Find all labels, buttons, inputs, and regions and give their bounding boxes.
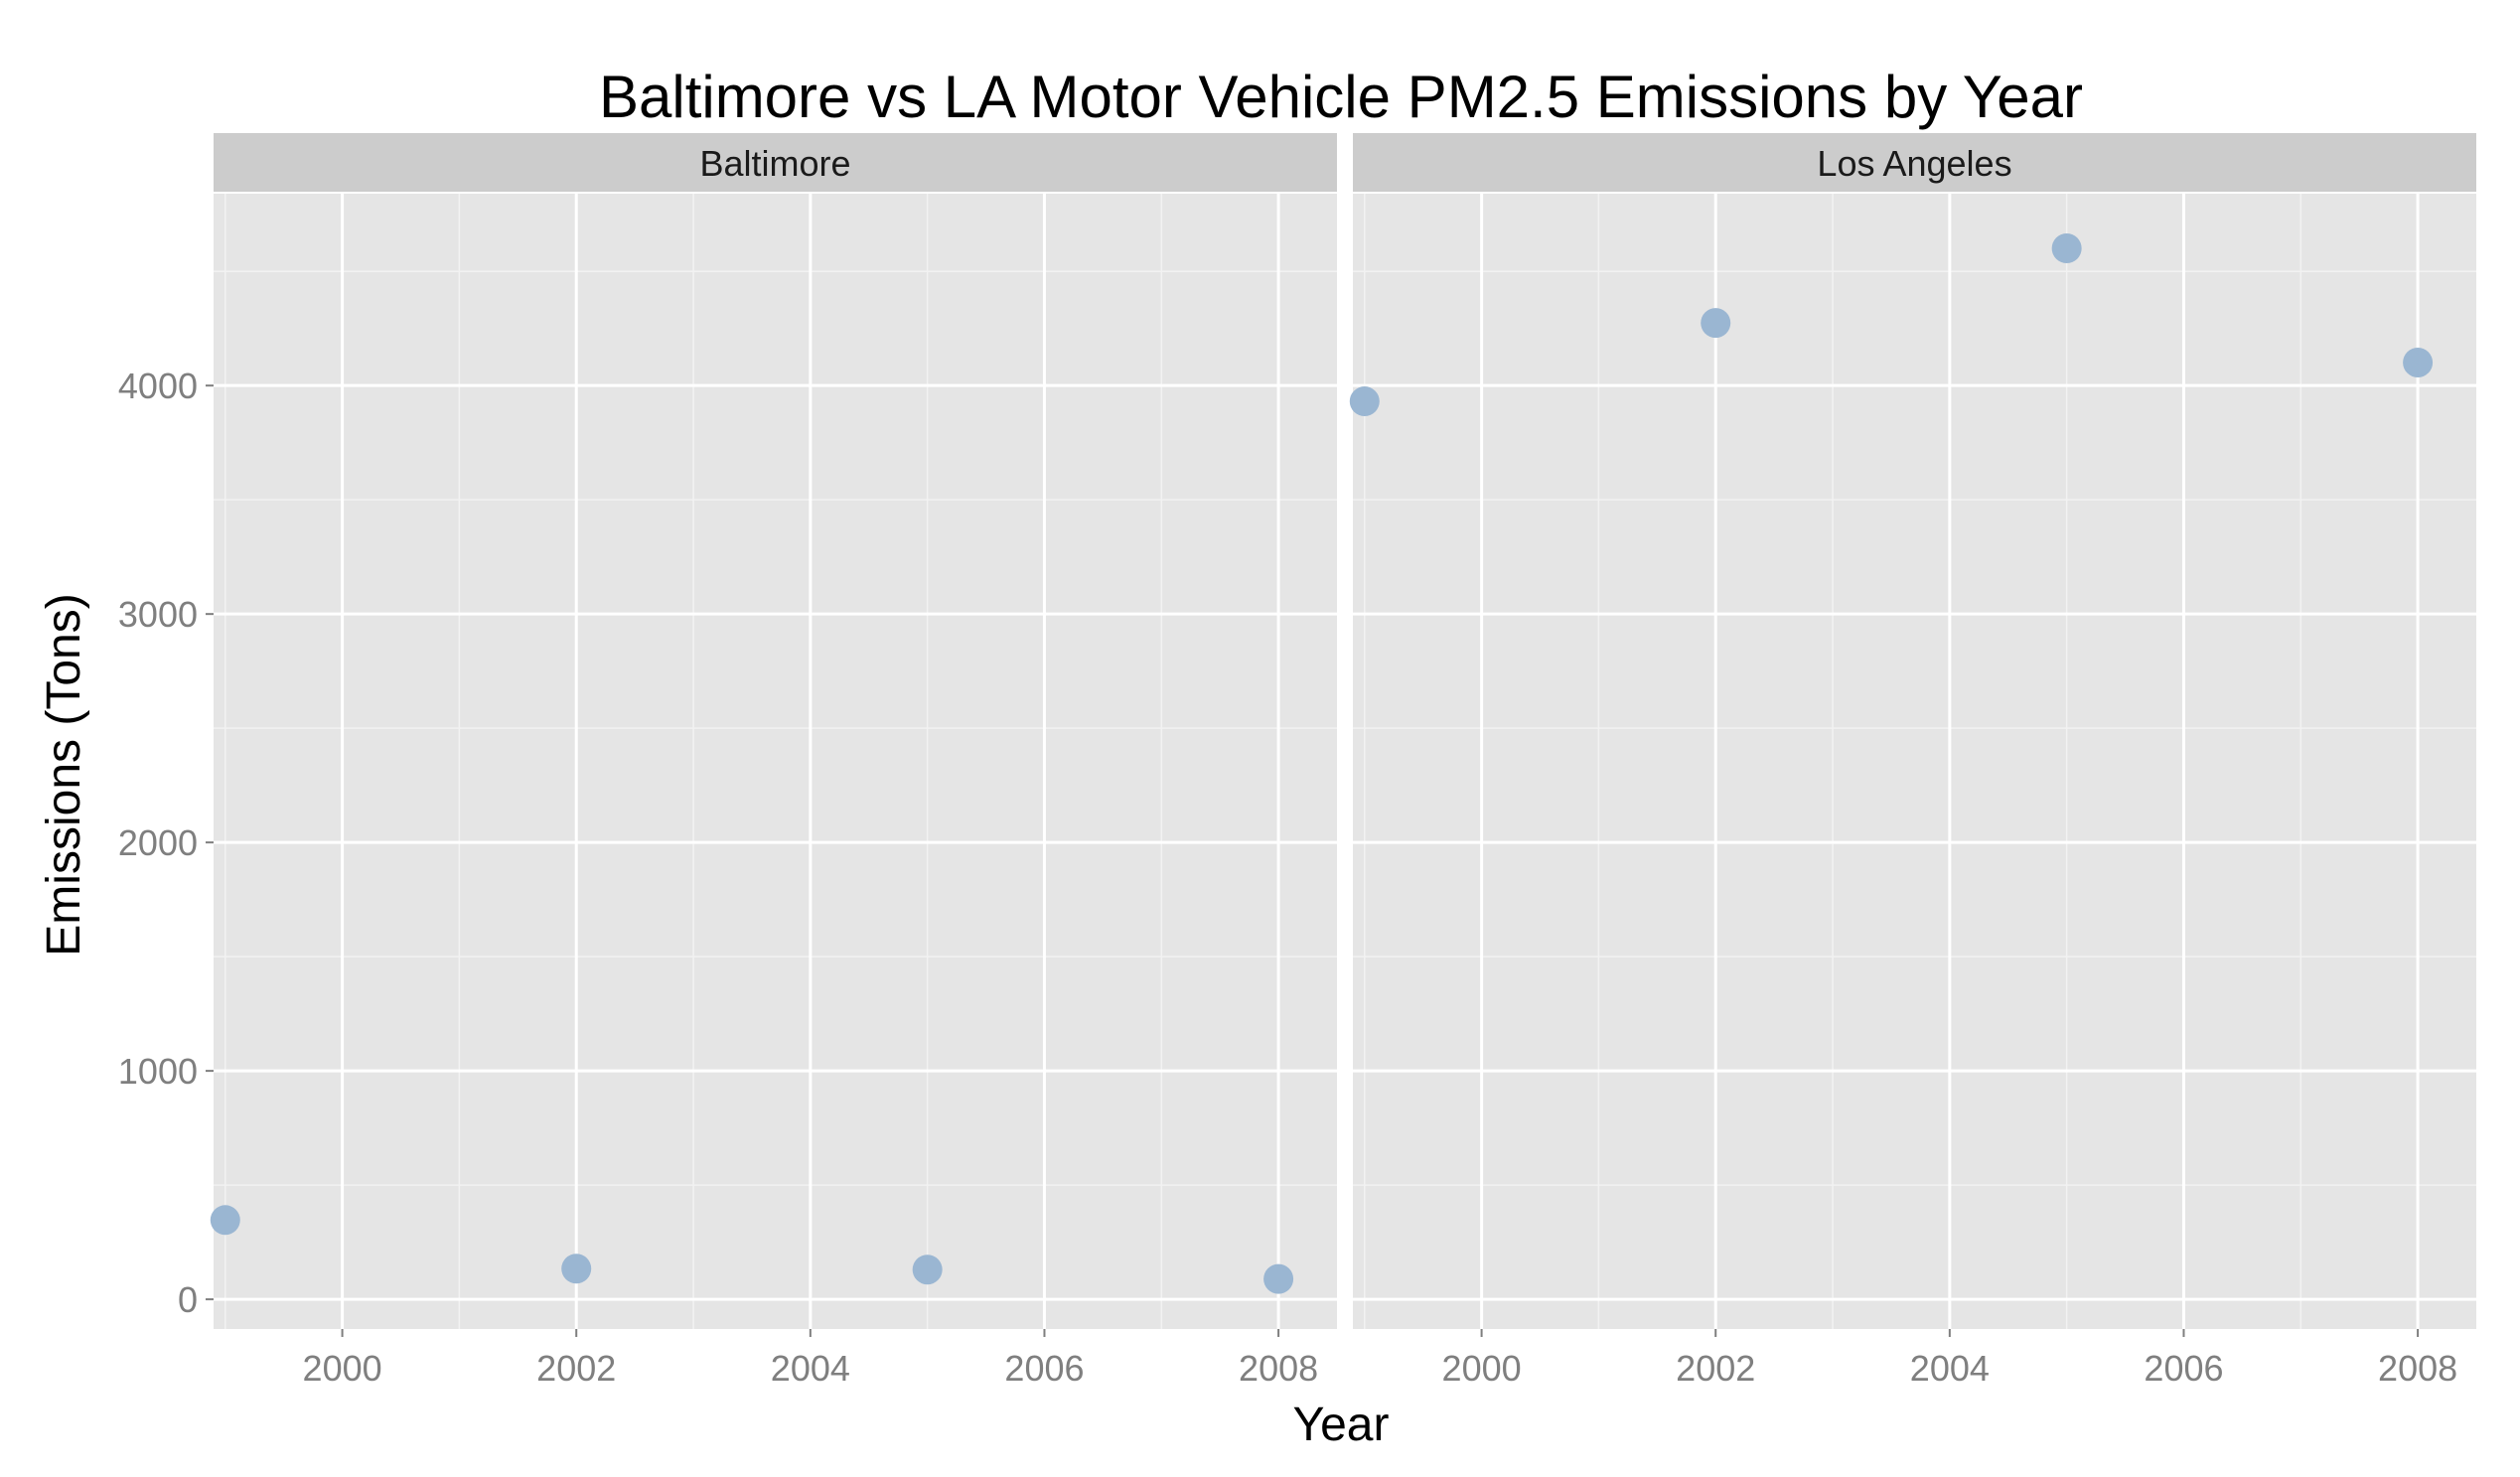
facet-panel-0: Baltimore 2000 2002 2004 2006 2008: [210, 133, 1337, 1389]
x-tick-label: 2004: [1910, 1348, 1990, 1389]
facet-panel-1: Los Angeles 2000 2002 2004 2006 2008: [1349, 133, 2476, 1389]
y-axis-title: Emissions (Tons): [38, 593, 90, 956]
data-point: [2051, 232, 2082, 263]
x-tick-label: 2000: [303, 1348, 382, 1389]
x-tick-label: 2002: [1676, 1348, 1755, 1389]
facet-strip-label: Baltimore: [699, 143, 850, 184]
y-axis: 0 1000 2000 3000 4000: [118, 366, 214, 1320]
y-tick-label: 0: [178, 1279, 198, 1320]
chart-title: Baltimore vs LA Motor Vehicle PM2.5 Emis…: [599, 64, 2083, 130]
x-tick-label: 2006: [1004, 1348, 1084, 1389]
data-point: [1263, 1263, 1294, 1294]
x-tick-label: 2004: [771, 1348, 850, 1389]
x-tick-label: 2006: [2144, 1348, 2223, 1389]
facet-strip-label: Los Angeles: [1817, 143, 2011, 184]
data-point: [912, 1255, 943, 1285]
y-tick-label: 3000: [118, 594, 198, 635]
x-tick-label: 2008: [1239, 1348, 1318, 1389]
y-tick-label: 1000: [118, 1051, 198, 1092]
data-point: [210, 1205, 240, 1236]
x-axis-title: Year: [1293, 1399, 1390, 1451]
panel-background: [214, 194, 1337, 1329]
data-point: [561, 1254, 592, 1284]
y-tick-label: 4000: [118, 366, 198, 406]
data-point: [2403, 347, 2434, 377]
facet-strip: [1353, 133, 2476, 192]
data-point: [1701, 308, 1731, 339]
data-point: [1349, 386, 1380, 417]
x-tick-label: 2002: [536, 1348, 616, 1389]
panel-background: [1353, 194, 2476, 1329]
x-tick-label: 2008: [2378, 1348, 2457, 1389]
x-tick-label: 2000: [1442, 1348, 1522, 1389]
facet-strip: [214, 133, 1337, 192]
y-tick-label: 2000: [118, 822, 198, 863]
